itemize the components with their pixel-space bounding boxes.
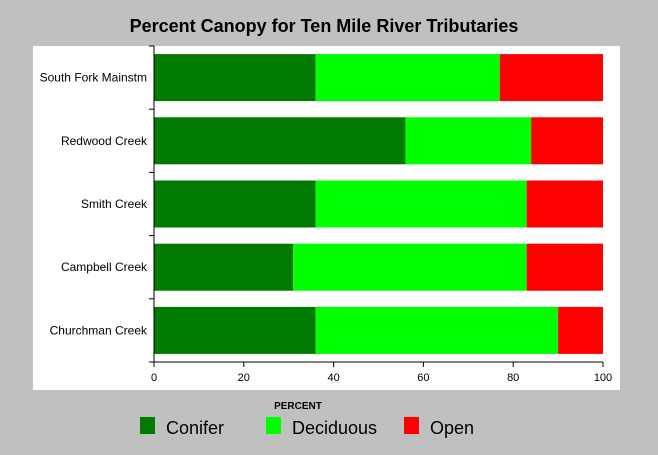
bar-redwood-creek-deciduous [405,117,532,165]
x-tick-label-80: 80 [507,372,519,384]
legend: Conifer Deciduous Open [140,417,474,438]
bar-smith-creek-open [526,180,603,228]
category-label-campbell-creek: Campbell Creek [61,260,148,274]
legend-swatch-conifer [140,417,155,434]
bar-south-fork-mainstm-conifer [154,54,316,102]
legend-label-deciduous: Deciduous [292,418,377,438]
x-tick-label-20: 20 [238,372,250,384]
x-tick-label-60: 60 [417,372,429,384]
bar-smith-creek-deciduous [315,180,527,228]
legend-swatch-open [404,417,419,434]
y-axis: South Fork Mainstm Redwood Creek Smith Cre… [40,45,155,363]
category-label-smith-creek: Smith Creek [81,197,148,211]
category-label-south-fork-mainstm: South Fork Mainstm [40,71,147,85]
bar-churchman-creek-open [558,306,603,354]
bar-churchman-creek-conifer [154,306,316,354]
plot-area [154,54,603,354]
bar-campbell-creek-conifer [154,243,294,291]
category-label-churchman-creek: Churchman Creek [50,323,148,337]
bar-redwood-creek-open [531,117,603,165]
bar-redwood-creek-conifer [154,117,406,165]
bar-campbell-creek-deciduous [293,243,527,291]
x-tick-label-100: 100 [594,372,612,384]
x-tick-label-0: 0 [151,372,157,384]
bar-churchman-creek-deciduous [315,306,559,354]
bar-south-fork-mainstm-open [499,54,603,102]
bar-campbell-creek-open [526,243,603,291]
bar-smith-creek-conifer [154,180,316,228]
x-axis: 0 20 40 60 80 100 [151,361,612,384]
legend-label-open: Open [430,418,474,438]
legend-swatch-deciduous [266,417,281,434]
legend-label-conifer: Conifer [166,418,224,438]
x-tick-label-40: 40 [327,372,339,384]
category-label-redwood-creek: Redwood Creek [61,134,148,148]
x-axis-label: PERCENT [274,401,322,412]
bar-south-fork-mainstm-deciduous [315,54,500,102]
chart-title: Percent Canopy for Ten Mile River Tribut… [130,16,519,36]
